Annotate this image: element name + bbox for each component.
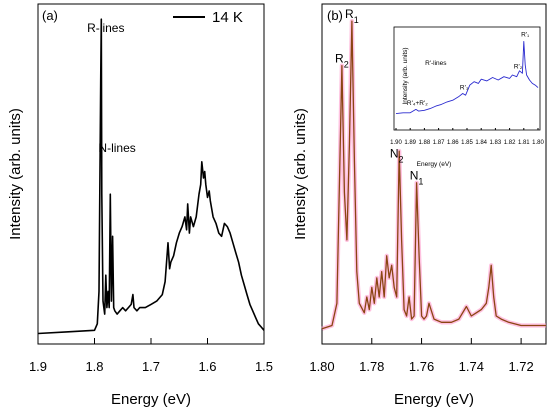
x-tick-label: 1.89 [404,140,416,146]
panel-b-label: (b) [327,8,343,23]
x-tick-label: 1.6 [198,359,216,374]
inset-x-axis-title: Energy (eV) [417,161,452,168]
x-tick-label: 1.85 [461,140,473,146]
panel-a-label: (a) [42,8,58,23]
x-tick-label: 1.72 [508,359,533,374]
x-tick-label: 1.9 [29,359,47,374]
inset: 1.90 1.89 1.88 1.87 1.86 1.85 1.84 1.83 1.82 1.81… [390,26,544,168]
panel-a-series [37,18,265,335]
x-tick-label: 1.80 [532,140,544,146]
inset-annotation: R'-lines [425,60,447,67]
x-tick-label: 1.7 [142,359,160,374]
x-tick-label: 1.86 [447,140,459,146]
panel-a-annotations: R-lines N-lines [87,21,136,155]
panel-a-annotation: R-lines [87,21,124,35]
panel-b-frame [321,3,547,345]
x-tick-label: 1.74 [459,359,484,374]
x-tick-label: 1.78 [359,359,384,374]
panel-b-annotation: N2 [390,147,404,165]
inset-y-axis-title: Intensity (arb. units) [402,47,409,104]
panel-a-x-axis-title: Energy (eV) [111,391,191,408]
inset-annotation: R'₄+R'₂ [407,100,428,107]
panel-b-y-axis-title: Intensity (arb. units) [292,108,309,240]
x-tick-label: 1.83 [490,140,502,146]
panel-a-annotation: N-lines [98,141,135,155]
panel-b-series [321,19,547,331]
x-tick-label: 1.8 [85,359,103,374]
panel-b-x-axis-title: Energy (eV) [394,391,474,408]
x-tick-label: 1.84 [475,140,487,146]
panel-b-x-ticks: 1.80 1.78 1.76 1.74 1.72 [309,338,534,374]
inset-annotation: R'₁ [521,31,530,38]
x-tick-label: 1.82 [504,140,516,146]
inset-annotations: R'-lines R'₄+R'₂ R'₃ R'₂ R'₁ [407,31,530,107]
inset-box [393,26,541,131]
inset-annotation: R'₃ [460,84,469,91]
inset-annotation: R'₂ [514,63,523,70]
x-tick-label: 1.90 [390,140,402,146]
legend-label: 14 K [212,9,243,26]
inset-series-line [395,40,539,115]
panel-a-y-axis-title: Intensity (arb. units) [7,108,24,240]
x-tick-label: 1.88 [419,140,431,146]
inset-series [395,40,539,115]
x-tick-label: 1.76 [409,359,434,374]
panel-a-frame [37,3,265,345]
panel-a-series-line [37,18,265,335]
x-tick-label: 1.87 [433,140,445,146]
x-tick-label: 1.5 [255,359,273,374]
panel-a-x-ticks: 1.9 1.8 1.7 1.6 1.5 [29,338,273,374]
x-tick-label: 1.81 [518,140,530,146]
inset-x-ticks: 1.90 1.89 1.88 1.87 1.86 1.85 1.84 1.83 1.82 1.81… [390,128,544,146]
x-tick-label: 1.80 [309,359,334,374]
